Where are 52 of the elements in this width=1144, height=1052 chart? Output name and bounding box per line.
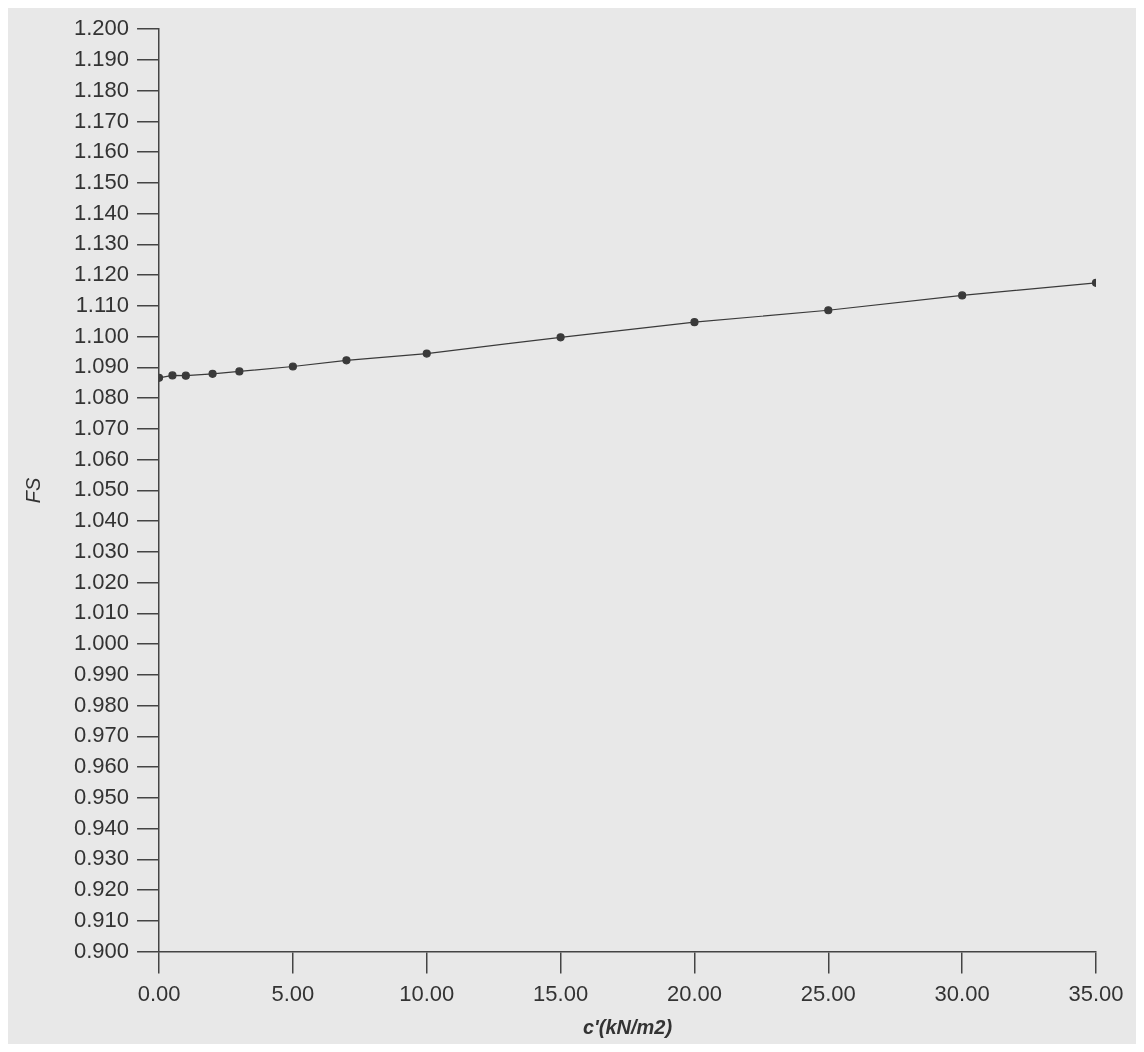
point bbox=[208, 369, 217, 378]
y-tick-label: 0.980 bbox=[73, 691, 130, 717]
x-tick-label: 25.00 bbox=[800, 980, 856, 1006]
x-tick-label: 30.00 bbox=[934, 980, 990, 1006]
y-tick-label: 1.120 bbox=[73, 261, 130, 287]
point bbox=[235, 367, 244, 376]
y-tick-label: 1.000 bbox=[73, 630, 130, 656]
y-tick-label: 1.080 bbox=[73, 384, 130, 410]
y-tick-label: 0.910 bbox=[73, 906, 130, 932]
y-tick-label: 1.090 bbox=[73, 353, 130, 379]
x-tick-label: 0.00 bbox=[137, 980, 181, 1006]
point bbox=[824, 306, 833, 315]
y-tick-label: 0.960 bbox=[73, 753, 130, 779]
y-tick-label: 0.950 bbox=[73, 783, 130, 809]
point bbox=[168, 371, 177, 380]
y-tick-label: 1.200 bbox=[73, 15, 130, 41]
y-tick-label: 1.070 bbox=[73, 414, 130, 440]
y-axis-title: FS bbox=[21, 476, 44, 504]
y-tick-label: 1.030 bbox=[73, 537, 130, 563]
x-tick-label: 20.00 bbox=[666, 980, 722, 1006]
point bbox=[288, 362, 297, 371]
y-tick-label: 1.150 bbox=[73, 169, 130, 194]
point bbox=[556, 333, 565, 342]
y-tick-label: 1.190 bbox=[73, 46, 130, 72]
y-tick-label: 1.060 bbox=[73, 445, 130, 471]
y-tick-label: 0.940 bbox=[73, 814, 130, 840]
y-tick-label: 1.160 bbox=[73, 138, 130, 164]
y-tick-label: 0.990 bbox=[73, 660, 130, 686]
y-tick-label: 1.140 bbox=[73, 199, 130, 225]
x-axis-title: c'(kN/m2) bbox=[582, 1015, 673, 1038]
y-tick-label: 1.180 bbox=[73, 76, 130, 102]
point bbox=[422, 349, 431, 358]
y-tick-label: 0.930 bbox=[73, 845, 130, 871]
y-tick-label: 1.020 bbox=[73, 568, 130, 594]
y-tick-label: 1.040 bbox=[73, 507, 130, 533]
y-tick-label: 0.920 bbox=[73, 876, 130, 902]
y-tick-label: 1.100 bbox=[73, 322, 130, 348]
y-tick-label: 0.970 bbox=[73, 722, 130, 748]
y-tick-label: 1.110 bbox=[75, 291, 130, 317]
point bbox=[958, 291, 967, 300]
point bbox=[690, 318, 699, 327]
x-tick-label: 15.00 bbox=[533, 980, 589, 1006]
y-tick-label: 1.130 bbox=[73, 230, 130, 256]
y-tick-label: 1.050 bbox=[73, 476, 130, 502]
x-tick-label: 35.00 bbox=[1068, 980, 1124, 1006]
point bbox=[181, 371, 190, 380]
y-tick-label: 1.010 bbox=[73, 599, 130, 625]
x-tick-label: 10.00 bbox=[399, 980, 455, 1006]
y-tick-label: 1.170 bbox=[73, 107, 130, 133]
y-tick-label: 0.900 bbox=[73, 937, 130, 963]
point bbox=[342, 356, 351, 365]
x-tick-label: 5.00 bbox=[271, 980, 315, 1006]
